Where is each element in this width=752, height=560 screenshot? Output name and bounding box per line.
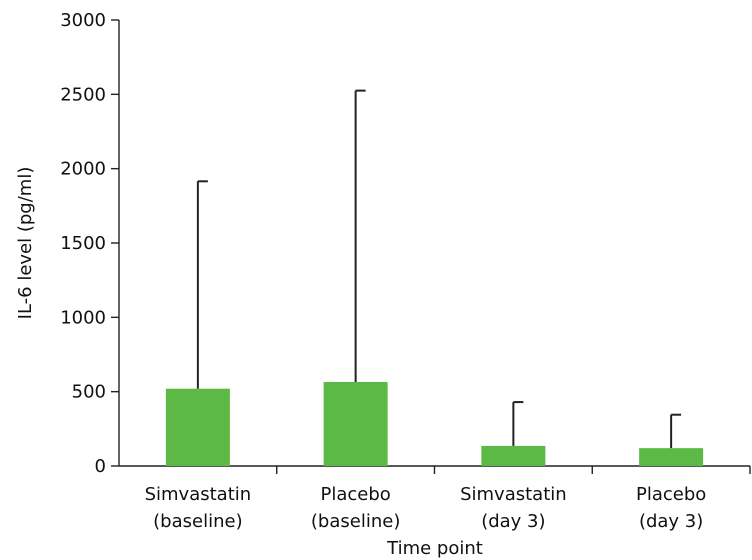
- x-category-label: (baseline): [311, 511, 400, 532]
- y-tick-label: 500: [72, 382, 106, 403]
- y-tick-label: 0: [95, 456, 106, 477]
- x-category-label: (day 3): [481, 511, 545, 532]
- y-tick-label: 1500: [60, 233, 106, 254]
- bar: [165, 388, 230, 466]
- plot-area: 0 500 1000 1500 2000 2500 3000 Simvastatin (base…: [60, 10, 751, 532]
- bar: [481, 445, 546, 466]
- x-category-label: Simvastatin: [145, 484, 252, 505]
- x-category-label: Placebo: [320, 484, 390, 505]
- x-category-label: Simvastatin: [460, 484, 567, 505]
- y-tick-label: 2500: [60, 84, 106, 105]
- y-tick-label: 1000: [60, 307, 106, 328]
- x-category-label: (day 3): [639, 511, 703, 532]
- x-category-label: (baseline): [153, 511, 242, 532]
- x-category-label: Placebo: [636, 484, 706, 505]
- y-tick-label: 2000: [60, 159, 106, 180]
- x-axis-title: Time point: [386, 538, 483, 559]
- y-tick-label: 3000: [60, 10, 106, 31]
- bar: [639, 448, 704, 466]
- bar: [323, 382, 388, 466]
- y-axis-title: IL-6 level (pg/ml): [15, 167, 36, 320]
